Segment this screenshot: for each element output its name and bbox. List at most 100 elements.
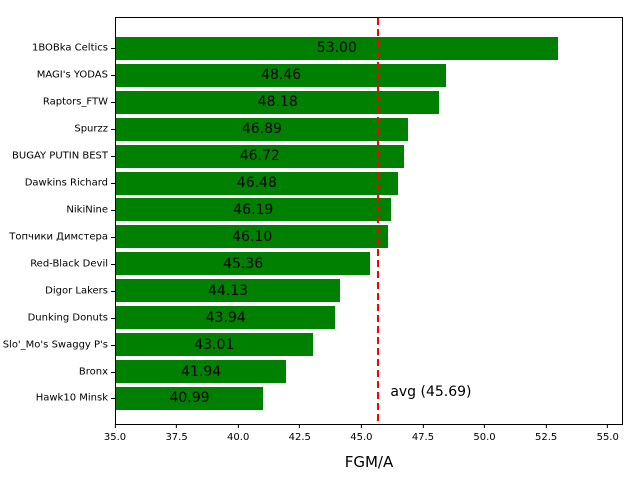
bar-value-label: 45.36	[223, 255, 264, 272]
bar-row: Hawk10 Minsk 40.99	[36, 385, 622, 412]
y-tick-mark	[111, 129, 115, 131]
bar: 41.94	[116, 360, 287, 384]
y-tick-label: Hawk10 Minsk	[35, 392, 108, 404]
bar-rows: 1BOBka Celtics 53.00 MAGI's YODAS 48.46 Rapt…	[3, 18, 622, 424]
x-tick-mark	[114, 424, 116, 428]
y-tick-label: Spurzz	[74, 123, 108, 135]
x-tick-mark	[176, 424, 178, 428]
bar: 40.99	[116, 386, 263, 410]
bar-row: Dawkins Richard 46.48	[25, 170, 622, 197]
bar-value-label: 46.89	[241, 121, 282, 138]
bar-value-label: 46.19	[233, 201, 274, 218]
y-tick-mark	[111, 344, 115, 346]
bar: 46.72	[116, 144, 404, 168]
bar: 46.48	[116, 171, 398, 195]
y-tick-mark	[111, 75, 115, 77]
y-tick-label: Digor Lakers	[45, 285, 108, 297]
x-tick-label: 47.5	[411, 432, 435, 443]
x-axis-title: FGM/A	[344, 453, 394, 471]
bar-value-label: 46.48	[236, 175, 277, 192]
bar-row: Raptors_FTW 48.18	[43, 89, 622, 116]
bar-row: NikiNine 46.19	[66, 197, 622, 224]
y-tick-mark	[111, 156, 115, 158]
y-tick-mark	[111, 290, 115, 292]
x-tick-mark	[422, 424, 424, 428]
bar-value-label: 46.10	[232, 228, 273, 245]
y-tick-label: Топчики Димстера	[9, 231, 108, 243]
y-tick-mark	[111, 398, 115, 400]
bar-value-label: 43.94	[205, 309, 246, 326]
x-tick-label: 52.5	[534, 432, 558, 443]
y-tick-label: Bronx	[78, 366, 108, 378]
y-tick-label: Slo'_Mo's Swaggy P's	[2, 339, 108, 351]
y-tick-label: Red-Black Devil	[30, 258, 108, 270]
x-tick: 45.0	[350, 424, 372, 443]
y-tick-mark	[111, 371, 115, 373]
bar-row: MAGI's YODAS 48.46	[37, 62, 622, 89]
x-tick: 55.0	[597, 424, 619, 443]
bar: 44.13	[116, 279, 341, 303]
y-tick-mark	[111, 263, 115, 265]
bar: 45.36	[116, 252, 371, 276]
bar-value-label: 44.13	[207, 282, 249, 299]
x-tick-label: 35.0	[103, 432, 127, 443]
x-tick-label: 42.5	[288, 432, 311, 443]
bar-row: Slo'_Mo's Swaggy P's 43.01	[3, 331, 622, 358]
y-tick-mark	[111, 102, 115, 104]
bar-value-label: 46.72	[239, 148, 280, 165]
x-tick-label: 50.0	[473, 432, 496, 443]
bar: 46.19	[116, 198, 391, 222]
x-tick-label: 55.0	[596, 432, 619, 443]
bar-value-label: 53.00	[316, 40, 357, 57]
plot-area: 1BOBka Celtics 53.00 MAGI's YODAS 48.46 Rapt…	[3, 17, 623, 471]
x-tick: 52.5	[535, 424, 557, 443]
x-axis-ticks: 35.0 37.5 40.0 42.5 45.0 47.5 50.0 52.5 55.0	[104, 424, 623, 454]
y-tick-mark	[111, 236, 115, 238]
bar-row: BUGAY PUTIN BEST 46.72	[12, 143, 622, 170]
x-tick: 47.5	[412, 424, 434, 443]
x-tick: 40.0	[227, 424, 249, 443]
x-tick: 37.5	[165, 424, 188, 443]
bar: 53.00	[116, 36, 558, 60]
bar-value-label: 48.18	[257, 94, 298, 111]
y-tick-label: 1BOBka Celtics	[31, 42, 108, 54]
y-tick-mark	[111, 183, 115, 185]
bar: 43.94	[116, 306, 336, 330]
y-tick-label: Dawkins Richard	[24, 177, 108, 189]
x-tick: 50.0	[473, 424, 496, 443]
x-tick: 42.5	[289, 424, 311, 443]
bar: 48.18	[116, 90, 440, 114]
bar-row: 1BOBka Celtics 53.00	[32, 35, 622, 62]
y-tick-label: Raptors_FTW	[42, 96, 108, 108]
x-tick-mark	[299, 424, 301, 428]
bar-row: Digor Lakers 44.13	[45, 277, 622, 304]
bar-value-label: 41.94	[181, 363, 222, 380]
x-tick-mark	[360, 424, 362, 428]
x-tick-label: 40.0	[227, 432, 250, 443]
bar-row: Bronx 41.94	[79, 358, 622, 385]
bar: 43.01	[116, 333, 313, 357]
y-tick-mark	[111, 317, 115, 319]
bar: 48.46	[116, 63, 447, 87]
bar-row: Dunking Donuts 43.94	[28, 304, 622, 331]
y-tick-mark	[111, 209, 115, 211]
x-tick-label: 37.5	[165, 432, 188, 443]
x-tick-mark	[484, 424, 486, 428]
y-tick-mark	[111, 48, 115, 50]
x-tick-label: 45.0	[350, 432, 373, 443]
x-tick-mark	[607, 424, 609, 428]
bar-value-label: 48.46	[261, 67, 302, 84]
y-tick-label: MAGI's YODAS	[36, 69, 108, 81]
avg-line	[377, 18, 380, 424]
bar-row: Red-Black Devil 45.36	[30, 250, 622, 277]
avg-line-label: avg (45.69)	[390, 384, 472, 400]
x-tick: 35.0	[104, 424, 126, 443]
y-tick-label: NikiNine	[66, 204, 108, 216]
bar-row: Spurzz 46.89	[74, 116, 622, 143]
x-tick-mark	[545, 424, 547, 428]
bar: 46.89	[116, 117, 408, 141]
bar-row: Топчики Димстера 46.10	[9, 223, 622, 250]
y-tick-label: Dunking Donuts	[27, 312, 108, 324]
x-tick-mark	[237, 424, 239, 428]
